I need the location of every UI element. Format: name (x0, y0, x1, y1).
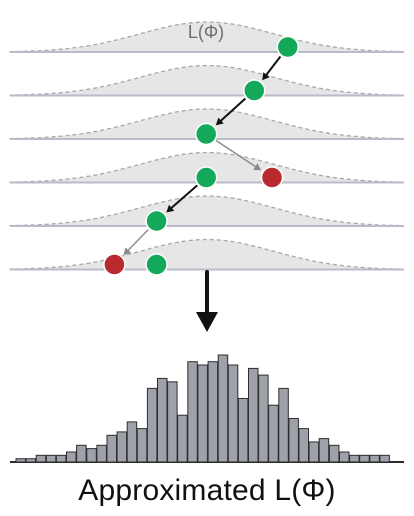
histogram-bar (318, 438, 330, 463)
histogram-bar (126, 421, 138, 463)
transition-arrowhead (253, 163, 262, 171)
likelihood-curve-fill (10, 239, 404, 270)
likelihood-curve (9, 108, 405, 140)
histogram-bar (328, 444, 340, 463)
down-arrow-icon (196, 270, 218, 332)
histogram-bar (379, 454, 390, 463)
histogram-bar (298, 428, 309, 463)
transition-arrowhead (166, 204, 175, 213)
histogram-bar (278, 387, 289, 463)
histogram-bar (136, 428, 148, 463)
likelihood-curve (9, 151, 405, 183)
histogram-bar (86, 448, 97, 463)
likelihood-curve-fill (10, 196, 404, 226)
likelihood-curve (9, 195, 405, 227)
accepted-sample-point (194, 122, 218, 146)
histogram-bar (167, 381, 178, 463)
likelihood-curve (9, 238, 405, 270)
likelihood-curve-fill (10, 65, 404, 96)
transition-line (218, 97, 247, 124)
histogram-bar (369, 454, 380, 463)
accepted-sample-point (243, 79, 266, 102)
histogram-bar (217, 354, 229, 463)
histogram-bar (177, 414, 188, 463)
histogram-bar (146, 387, 158, 463)
histogram-bar (288, 418, 299, 463)
likelihood-curve (9, 64, 405, 96)
walk-points (103, 35, 300, 276)
histogram-bar (339, 451, 350, 463)
histogram-bar (187, 361, 198, 463)
accepted-sample-point (276, 35, 300, 59)
transition-arrowhead (123, 247, 132, 256)
histogram-bar (248, 367, 259, 463)
histogram-bar (157, 377, 168, 463)
histogram-bar (96, 444, 107, 463)
histogram-bar (35, 454, 47, 463)
histogram-bar (66, 451, 77, 463)
accepted-sample-point (145, 209, 168, 233)
likelihood-curve (9, 21, 405, 53)
histogram-bar (15, 458, 26, 463)
histogram-bar (207, 361, 219, 463)
likelihood-rows (9, 21, 405, 271)
histogram-bar (106, 434, 117, 463)
transition-line (168, 184, 198, 211)
histogram (10, 354, 404, 463)
histogram-bar (227, 364, 239, 463)
transition-line (263, 55, 282, 78)
rejected-sample-point (260, 166, 284, 189)
histogram-bar (258, 374, 269, 463)
histogram-bar (268, 404, 279, 463)
histogram-bar (76, 444, 87, 463)
transition-line (215, 140, 259, 169)
walk-transitions (123, 55, 282, 256)
histogram-bar (308, 441, 320, 463)
approximated-likelihood-label: Approximated L(Φ) (78, 474, 336, 507)
likelihood-label: L(Φ) (188, 22, 224, 42)
accepted-sample-point (194, 166, 218, 189)
histogram-bar (197, 364, 208, 463)
transition-arrowhead (215, 117, 224, 126)
histogram-bar (25, 458, 37, 463)
histogram-bar (45, 454, 57, 463)
transition-arrowhead (262, 72, 270, 81)
likelihood-curve-fill (10, 22, 404, 52)
transition-line (125, 229, 149, 253)
histogram-bar (349, 454, 360, 463)
histogram-bar (359, 454, 370, 463)
histogram-bar (116, 431, 128, 463)
histogram-bar (55, 454, 67, 463)
accepted-sample-point (145, 253, 168, 276)
rejected-sample-point (103, 253, 126, 276)
histogram-bar (237, 398, 249, 463)
